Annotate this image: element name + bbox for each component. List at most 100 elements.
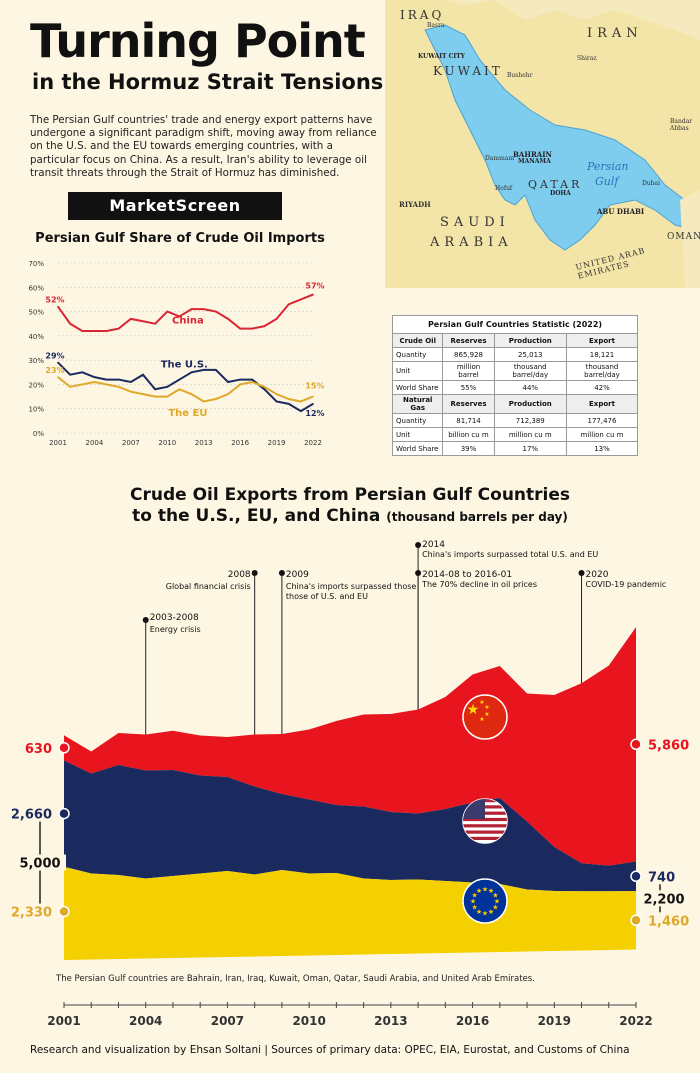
map-label-arabia: ARABIA — [430, 235, 513, 250]
gulf-map: IRAQ IRAN KUWAIT KUWAIT CITY Basra Bushe… — [385, 0, 700, 288]
table-row: Unit billion cu m million cu m million cu m — [391, 427, 639, 442]
series-start-label: 23% — [45, 366, 64, 375]
us-flag-stripe — [463, 817, 507, 822]
annotation-text: COVID-19 pandemic — [586, 580, 667, 589]
series-start-dot — [58, 905, 70, 918]
line-chart: 0% 10% 20% 30% 40% 50% 60% 70% 2001 2004 2007 2010 2… — [28, 260, 324, 447]
eu-flag-star: ★ — [482, 910, 488, 918]
series-end-label: 12% — [305, 409, 324, 418]
table-cell: 55% — [442, 380, 495, 395]
series-end-label: 57% — [305, 282, 324, 291]
eu-flag-star: ★ — [471, 892, 477, 900]
us-flag-stripe — [463, 824, 507, 828]
area-us — [64, 760, 636, 892]
annotation-label: 2008 — [228, 570, 251, 580]
annotation-dot — [415, 570, 422, 576]
table-cell: World Share — [391, 380, 444, 395]
annotation-dot — [415, 542, 422, 548]
line-point — [227, 393, 229, 395]
line-point — [300, 400, 302, 403]
right-bracket-value: 2,200 — [643, 892, 684, 907]
line-point — [166, 395, 169, 398]
area-china — [64, 627, 636, 866]
x-tick-label: 2001 — [49, 439, 67, 447]
line-series-theeu — [57, 376, 314, 403]
table-row: World Share 39% 17% 13% — [391, 441, 639, 456]
y-tick-label: 20% — [28, 381, 44, 389]
line-point — [69, 373, 71, 376]
eu-flag-star: ★ — [492, 892, 498, 900]
x-tick-label: 2007 — [211, 1014, 244, 1028]
table-row: Quantity 865,928 25,013 18,121 — [391, 347, 639, 362]
line-point — [178, 388, 181, 391]
x-tick-label: 2004 — [129, 1014, 162, 1028]
map-label-bushehr: Bushehr — [507, 72, 533, 79]
table-header-cell: Export — [565, 394, 639, 414]
series-start-value: 2,660 — [11, 808, 52, 823]
series-end-dot — [630, 738, 642, 751]
line-point — [130, 381, 132, 383]
table-row: Quantity 81,714 712,389 177,476 — [391, 413, 639, 428]
table-header-cell: Crude Oil — [391, 333, 444, 348]
x-tick-label: 2016 — [231, 439, 249, 447]
area-chart: 2003-2008 Energy crisis 2008 Global financi… — [11, 540, 689, 1028]
line-point — [190, 308, 193, 310]
eu-flag-star: ★ — [488, 887, 494, 895]
table-cell: 865,928 — [442, 347, 495, 362]
series-end-label: 15% — [305, 382, 324, 391]
line-point — [69, 322, 71, 325]
intro-text: The Persian Gulf countries' trade and en… — [30, 114, 377, 179]
line-point — [263, 386, 266, 388]
line-point — [117, 386, 120, 388]
line-point — [239, 383, 241, 386]
map-label-shiraz: Shiraz — [577, 55, 597, 62]
table-header-cell: Export — [565, 333, 639, 348]
eu-flag-icon: ★★★★★★★★★ ★ ★★ — [462, 878, 508, 924]
y-tick-label: 70% — [28, 260, 44, 268]
line-point — [117, 378, 120, 381]
annotation-dot — [251, 570, 258, 576]
line-point — [202, 400, 205, 403]
line-point — [251, 381, 254, 383]
map-label-dammam: Dammam — [485, 155, 515, 162]
oman-land — [680, 190, 700, 288]
map-label-kuwait: KUWAIT — [433, 64, 503, 78]
table-cell: 25,013 — [493, 347, 567, 362]
line-point — [215, 398, 217, 400]
x-tick-label: 2022 — [619, 1014, 652, 1028]
line-point — [275, 318, 278, 320]
line-point — [190, 393, 193, 395]
line-point — [275, 400, 278, 403]
annotation-label: 2014-08 to 2016-01 — [422, 570, 512, 580]
area-chart-title-line1: Crude Oil Exports from Persian Gulf Coun… — [129, 485, 571, 505]
eu-flag-star: ★ — [488, 908, 494, 916]
eu-flag-star: ★ — [470, 898, 476, 906]
line-point — [142, 320, 144, 323]
table-cell: million cu m — [565, 427, 639, 442]
map-label-iran: IRAN — [587, 26, 643, 41]
line-point — [239, 378, 241, 381]
line-point — [93, 376, 96, 378]
line-point — [287, 403, 290, 405]
map-label-bandar-abbas: Bandar Abbas — [670, 118, 693, 132]
left-bracket-bg — [14, 854, 66, 871]
line-point — [287, 303, 290, 306]
line-point — [154, 322, 156, 325]
line-point — [130, 318, 132, 320]
table-cell: 17% — [493, 441, 567, 456]
table-header-cell: Reserves — [442, 394, 495, 414]
table-row: Unit million barrel thousand barrel/day tho… — [391, 361, 639, 381]
map-label-sea-1: Persian — [587, 160, 629, 173]
area-chart-title-line2-text: to the U.S., EU, and China — [132, 506, 381, 526]
map-label-hofuf: Hofuf — [495, 185, 513, 192]
line-point — [312, 395, 314, 398]
series-name-label: China — [172, 316, 204, 327]
y-tick-label: 50% — [28, 309, 44, 317]
area-chart-title: Crude Oil Exports from Persian Gulf Coun… — [0, 485, 700, 528]
x-tick-label: 2001 — [47, 1014, 80, 1028]
x-tick-label: 2010 — [292, 1014, 325, 1028]
line-point — [251, 327, 254, 330]
annotation-text: China's imports surpassed total U.S. and… — [422, 550, 598, 559]
footnote: The Persian Gulf countries are Bahrain, … — [56, 974, 535, 984]
annotation-label: 2009 — [286, 570, 309, 580]
